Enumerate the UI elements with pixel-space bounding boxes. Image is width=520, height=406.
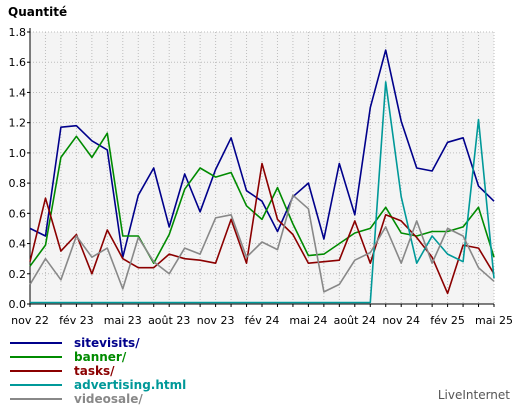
- chart: 0.0 0.2 0.4 0.6 0.8 1.0 1.2 1.4 1.6 1.8 nov 22 fév …: [8, 5, 513, 327]
- series-line-1: [29, 132, 495, 267]
- legend-item: banner/: [10, 350, 186, 364]
- y-tick-label: 1.0: [9, 147, 27, 160]
- x-tick-label: fév 25: [430, 314, 465, 327]
- series-line-4: [29, 194, 495, 293]
- y-tick-label: 0.2: [9, 268, 27, 281]
- legend-item: tasks/: [10, 364, 186, 378]
- legend-swatch: [10, 370, 62, 372]
- legend-item: sitevisits/: [10, 336, 186, 350]
- y-tick-label: 1.2: [9, 117, 27, 130]
- y-tick-label: 1.6: [9, 56, 27, 69]
- x-tick-label: mai 25: [475, 314, 513, 327]
- legend-swatch: [10, 342, 62, 344]
- y-tick-label: 0.0: [9, 298, 27, 311]
- x-tick-label: août 23: [148, 314, 190, 327]
- legend-item: advertising.html: [10, 378, 186, 392]
- x-tick-label: nov 22: [11, 314, 49, 327]
- legend-label: sitevisits/: [74, 336, 140, 350]
- x-tick-label: fév 24: [245, 314, 280, 327]
- y-axis-label: Quantité: [8, 5, 67, 19]
- series-line-0: [29, 49, 495, 259]
- x-tick-label: fév 23: [59, 314, 94, 327]
- legend-label: advertising.html: [74, 378, 187, 392]
- legend-swatch: [10, 356, 62, 358]
- branding: LiveInternet: [437, 388, 510, 402]
- x-tick-label: mai 23: [104, 314, 142, 327]
- legend-label: banner/: [74, 350, 127, 364]
- y-tick-label: 0.6: [9, 207, 27, 220]
- x-tick-label: nov 23: [197, 314, 235, 327]
- legend-item: videosale/: [10, 392, 186, 406]
- legend-label: tasks/: [74, 364, 115, 378]
- y-tick-label: 1.4: [9, 86, 27, 99]
- x-tick-label: nov 24: [382, 314, 420, 327]
- series-line-2: [29, 162, 495, 295]
- y-tick-label: 1.8: [9, 26, 27, 39]
- x-tick-label: août 24: [334, 314, 376, 327]
- series-line-3: [30, 81, 495, 304]
- legend-label: videosale/: [74, 392, 143, 406]
- x-tick-label: mai 24: [289, 314, 327, 327]
- y-tick-label: 0.8: [9, 177, 27, 190]
- legend-swatch: [10, 398, 62, 400]
- legend-swatch: [10, 384, 62, 386]
- legend: sitevisits/banner/tasks/advertising.html…: [10, 336, 186, 406]
- y-tick-label: 0.4: [9, 238, 27, 251]
